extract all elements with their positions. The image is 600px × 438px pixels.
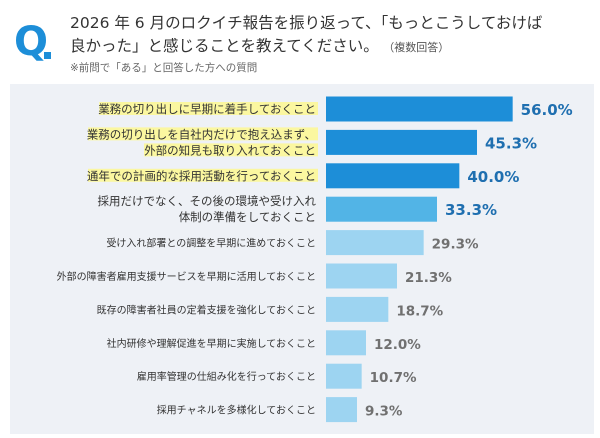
question-header: Q 2026 年 6 月のロクイチ報告を振り返って、「もっとこうしておけば 良か… [6, 8, 596, 84]
bar-row: 既存の障害者社員の定着支援を強化しておくこと 18.7% [97, 296, 444, 322]
value-label: 18.7% [396, 303, 443, 319]
category-label: 業務の切り出しを自社内だけで抱え込まず、 [87, 127, 316, 141]
bar-row: 業務の切り出しを自社内だけで抱え込まず、外部の知見も取り入れておくこと 45.3% [87, 127, 537, 157]
category-label: 業務の切り出しに早期に着手しておくこと [98, 102, 316, 116]
bar [326, 296, 389, 322]
bar-row: 業務の切り出しに早期に着手しておくこと 56.0% [98, 96, 573, 122]
bar-row: 社内研修や理解促進を早期に実施しておくこと 12.0% [107, 330, 421, 356]
value-label: 10.7% [370, 370, 417, 386]
value-label: 56.0% [521, 101, 573, 119]
bar-chart: 業務の切り出しに早期に着手しておくこと 56.0% 業務の切り出しを自社内だけで抱え… [57, 96, 573, 423]
value-label: 29.3% [432, 237, 479, 253]
bar [326, 397, 357, 423]
question-title-line-1: 2026 年 6 月のロクイチ報告を振り返って、「もっとこうしておけば [70, 14, 543, 32]
label-highlight [88, 127, 318, 141]
category-label: 外部の障害者雇用支援サービスを早期に活用しておくこと [57, 270, 316, 283]
value-label: 33.3% [445, 201, 497, 219]
value-label: 21.3% [405, 270, 452, 286]
value-label: 12.0% [374, 337, 421, 353]
bar-row: 外部の障害者雇用支援サービスを早期に活用しておくこと 21.3% [57, 263, 452, 289]
question-title-line-2-text: 良かった」と感じることを教えてください。 [70, 37, 379, 55]
respondent-note: ※前問で「ある」と回答した方への質問 [70, 62, 258, 74]
value-label: 9.3% [365, 404, 403, 420]
bar [326, 196, 437, 222]
q-mark-dot [44, 52, 51, 59]
bar [326, 96, 513, 122]
category-label: 採用だけでなく、その後の環境や受け入れ [98, 194, 317, 208]
bar [326, 129, 477, 155]
bar [326, 163, 460, 189]
bar-row: 雇用率管理の仕組み化を行っておくこと 10.7% [137, 363, 417, 389]
chart-background [10, 84, 594, 434]
value-label: 40.0% [467, 168, 519, 186]
label-highlight [88, 168, 318, 182]
category-label: 雇用率管理の仕組み化を行っておくこと [137, 370, 316, 383]
category-label: 受け入れ部署との調整を早期に進めておくこと [106, 237, 316, 250]
bar-row: 採用チャネルを多様化しておくこと 9.3% [157, 397, 403, 423]
bar [326, 230, 424, 256]
bar [326, 330, 366, 356]
bar-row: 受け入れ部署との調整を早期に進めておくこと 29.3% [106, 230, 479, 256]
category-label: 採用チャネルを多様化しておくこと [157, 404, 316, 417]
bar [326, 363, 362, 389]
bar [326, 263, 397, 289]
question-title-line-2: 良かった」と感じることを教えてください。 （複数回答） [70, 35, 590, 59]
label-highlight [99, 102, 318, 115]
category-label: 通年での計画的な採用活動を行っておくこと [87, 169, 316, 183]
category-label: 外部の知見も取り入れておくこと [144, 143, 316, 157]
multi-answer-note: （複数回答） [388, 41, 450, 54]
question-title: 2026 年 6 月のロクイチ報告を振り返って、「もっとこうしておけば 良かった… [70, 12, 590, 59]
category-label: 社内研修や理解促進を早期に実施しておくこと [107, 337, 316, 350]
category-label: 既存の障害者社員の定着支援を強化しておくこと [97, 303, 316, 316]
category-label: 体制の準備をしておくこと [179, 210, 316, 224]
bar-row: 通年での計画的な採用活動を行っておくこと 40.0% [87, 163, 519, 189]
label-highlight [144, 143, 318, 157]
q-mark: Q [14, 19, 49, 65]
value-label: 45.3% [485, 134, 537, 152]
